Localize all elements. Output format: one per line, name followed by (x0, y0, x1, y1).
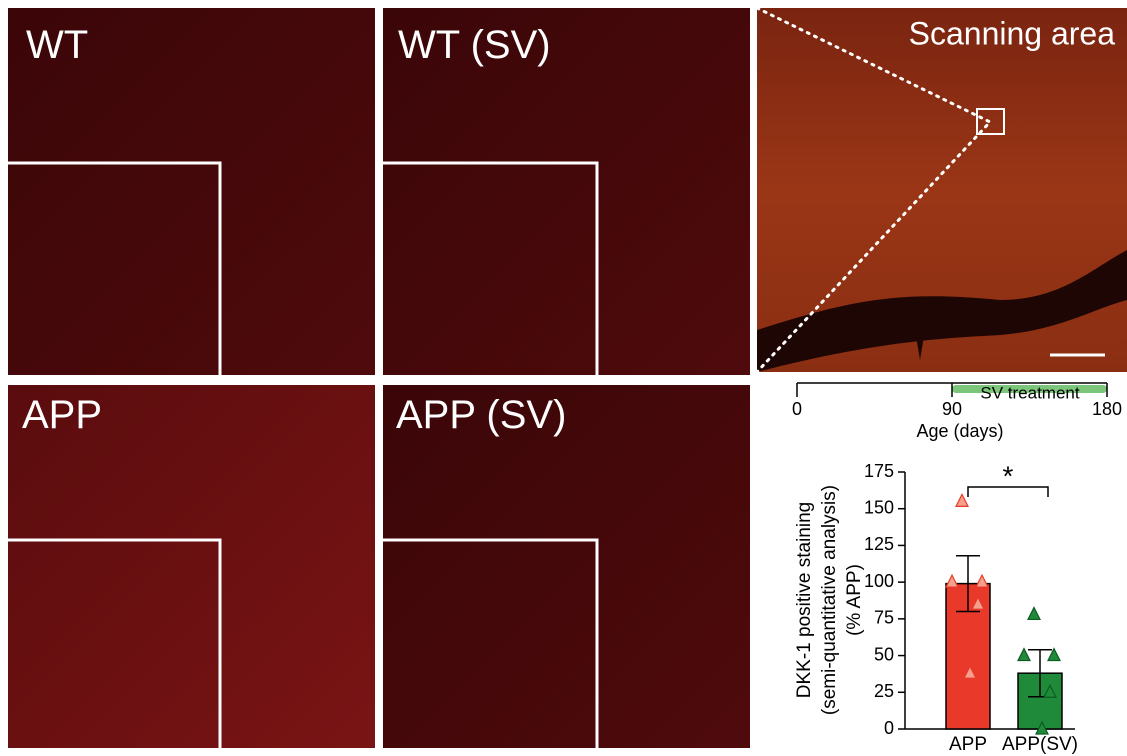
data-point (976, 575, 988, 587)
treatment-label: SV treatment (980, 383, 1079, 402)
y-axis-label: DKK-1 positive staining (794, 502, 815, 698)
panel-label: WT (SV) (398, 23, 551, 67)
tick-label: 0 (792, 399, 802, 419)
y-tick-label: 150 (864, 497, 894, 517)
y-tick-label: 100 (864, 571, 894, 591)
panel-label: APP (SV) (396, 393, 566, 437)
y-tick-label: 125 (864, 534, 894, 554)
data-point (946, 575, 958, 587)
y-tick-label: 50 (874, 644, 894, 664)
y-tick-label: 175 (864, 461, 894, 481)
x-tick-label: APP(SV) (1002, 734, 1078, 755)
micrograph (8, 385, 375, 748)
y-tick-label: 25 (874, 681, 894, 701)
micrograph (383, 385, 750, 748)
panel-label: Scanning area (909, 15, 1116, 51)
micrographs: WT WT (SV) APP APP (SV) (8, 8, 750, 748)
tick-label: 90 (942, 399, 962, 419)
figure: WT WT (SV) APP APP (SV) Scanning area SV… (0, 0, 1127, 756)
panel-label: WT (26, 23, 88, 67)
timeline: SV treatment Age (days) 0 90 180 (792, 383, 1122, 441)
y-axis-label: (% APP) (844, 564, 865, 636)
data-point (1028, 607, 1040, 619)
tick-label: 180 (1092, 399, 1122, 419)
axis-label: Age (days) (916, 421, 1003, 441)
overview-image: Scanning area (757, 8, 1127, 372)
panel-label: APP (22, 393, 102, 437)
y-axis-label: (semi-quantitative analysis) (819, 485, 840, 715)
significance-label: * (1003, 460, 1014, 491)
y-tick-label: 75 (874, 608, 894, 628)
x-tick-label: APP (949, 734, 987, 755)
bar-chart: 0 25 50 75 100 125 150 175 DKK-1 positive staini… (794, 460, 1078, 755)
data-point (956, 494, 968, 506)
y-tick-label: 0 (884, 718, 894, 738)
